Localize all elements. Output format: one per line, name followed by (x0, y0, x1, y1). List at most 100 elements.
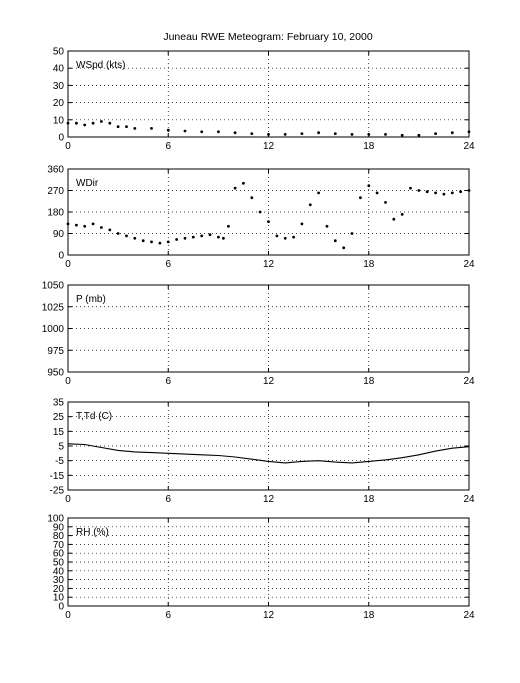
x-tick-label: 6 (165, 259, 171, 270)
data-point-wdir (400, 213, 404, 216)
data-point-wdir (250, 196, 254, 200)
data-point-wspd (450, 131, 454, 135)
data-point-wdir (467, 189, 471, 192)
data-point-wdir (425, 190, 429, 194)
x-tick-label: 12 (263, 141, 275, 152)
data-point-wspd (350, 133, 354, 136)
y-tick-label: 40 (53, 566, 65, 577)
x-tick-label: 0 (65, 376, 71, 387)
y-tick-label: 270 (47, 186, 64, 197)
x-tick-label: 12 (263, 494, 275, 505)
data-point-wdir (300, 222, 304, 226)
data-point-wspd (200, 130, 204, 134)
y-tick-label: 5 (58, 442, 64, 453)
y-tick-label: -25 (50, 486, 65, 497)
x-tick-label: 0 (65, 610, 71, 621)
data-point-wdir (258, 210, 262, 214)
data-point-wspd (333, 132, 337, 136)
x-tick-label: 12 (263, 376, 275, 387)
data-point-wdir (317, 191, 320, 195)
data-point-wspd (233, 131, 237, 135)
y-tick-label: -15 (50, 471, 65, 482)
y-tick-label: 1000 (42, 324, 65, 335)
data-point-wspd (108, 121, 112, 125)
x-tick-label: 6 (165, 376, 171, 387)
data-point-wdir (125, 234, 128, 238)
data-point-wspd (166, 128, 170, 132)
y-tick-label: 30 (53, 575, 65, 586)
data-point-wdir (66, 222, 70, 226)
panel-wspd: 0 10 20 30 40 50 0 6 12 18 24 WSpd (kts) (53, 47, 475, 153)
data-point-wdir (242, 181, 245, 185)
data-point-wspd (150, 126, 153, 130)
x-tick-label: 0 (65, 141, 71, 152)
data-point-wdir (434, 191, 437, 195)
data-point-wdir (175, 238, 179, 241)
data-point-wspd (133, 126, 137, 130)
data-point-wspd (100, 120, 103, 123)
data-point-wdir (375, 191, 379, 195)
y-tick-label: 35 (53, 398, 65, 409)
data-point-wdir (333, 239, 337, 243)
panel-p: 950 975 1000 1025 1050 0 6 12 18 24 P (mb) (42, 281, 475, 388)
data-point-wdir (150, 240, 153, 244)
data-point-wdir (141, 239, 145, 243)
x-tick-label: 24 (463, 494, 475, 505)
data-point-wdir (417, 189, 421, 192)
y-tick-label: 180 (47, 208, 64, 219)
data-point-wspd (116, 125, 120, 129)
data-point-wspd (367, 133, 371, 136)
panel-label-p: P (mb) (76, 294, 106, 305)
y-tick-label: -5 (55, 456, 64, 467)
data-point-wspd (91, 121, 95, 125)
y-tick-label: 90 (53, 522, 65, 533)
data-point-wspd (267, 133, 270, 136)
data-point-wspd (417, 133, 421, 137)
data-point-wdir (166, 240, 170, 244)
y-tick-label: 10 (53, 593, 65, 604)
panel-label-ttd: T,Td (C) (76, 411, 112, 422)
data-point-wdir (275, 234, 279, 238)
panel-label-wdir: WDir (76, 178, 99, 189)
y-tick-label: 50 (53, 47, 65, 58)
data-point-wspd (300, 132, 304, 136)
y-tick-label: 20 (53, 584, 65, 595)
x-tick-label: 6 (165, 494, 171, 505)
data-point-wspd (125, 125, 128, 129)
data-point-wdir (367, 184, 371, 188)
x-tick-label: 24 (463, 376, 475, 387)
data-point-wdir (392, 217, 396, 221)
panel-wdir: 0 90 180 270 360 0 6 12 18 24 WDir (47, 165, 475, 271)
data-point-wdir (116, 232, 120, 235)
data-point-wdir (100, 226, 103, 229)
y-tick-label: 10 (53, 115, 65, 126)
panel-label-wspd: WSpd (kts) (76, 60, 125, 71)
data-point-wdir (227, 224, 230, 228)
data-point-wdir (83, 224, 87, 228)
data-point-wdir (267, 220, 270, 224)
x-tick-label: 12 (263, 259, 275, 270)
x-tick-label: 12 (263, 610, 275, 621)
y-tick-label: 975 (47, 346, 64, 357)
data-point-wspd (217, 130, 220, 134)
y-tick-label: 30 (53, 81, 65, 92)
y-tick-label: 60 (53, 549, 65, 560)
x-tick-label: 18 (363, 610, 375, 621)
y-tick-label: 1050 (42, 281, 65, 292)
data-point-wdir (384, 201, 387, 204)
x-tick-label: 24 (463, 610, 475, 621)
data-point-wspd (250, 132, 254, 136)
data-point-wdir (450, 191, 454, 195)
x-tick-label: 24 (463, 141, 475, 152)
y-tick-label: 40 (53, 64, 65, 75)
y-tick-label: 25 (53, 412, 65, 423)
data-point-wdir (342, 246, 346, 250)
y-tick-label: 20 (53, 98, 65, 109)
y-tick-label: 0 (58, 602, 64, 613)
x-tick-label: 0 (65, 259, 71, 270)
data-point-wdir (222, 236, 225, 240)
data-point-wdir (75, 223, 78, 227)
y-tick-label: 90 (53, 229, 65, 240)
